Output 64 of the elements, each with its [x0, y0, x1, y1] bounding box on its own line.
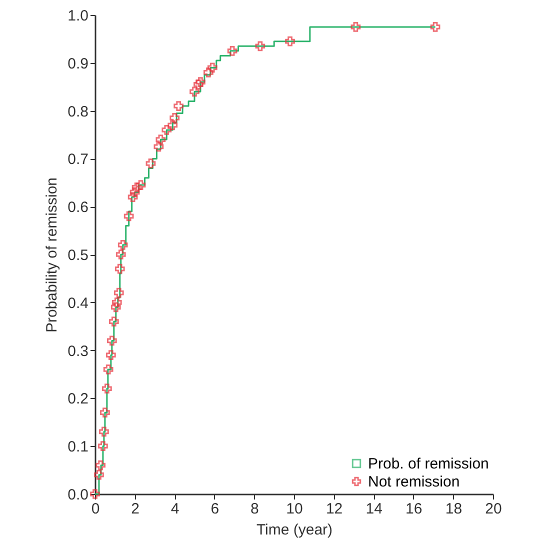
y-tick-label: 0.6	[68, 199, 88, 216]
point	[118, 240, 128, 250]
point	[196, 77, 206, 87]
point	[114, 264, 125, 274]
legend-label: Not remission	[368, 474, 460, 490]
x-tick-label: 18	[445, 500, 462, 518]
y-tick-label: 0.9	[68, 55, 88, 72]
point	[106, 336, 117, 346]
point	[227, 46, 238, 56]
point	[170, 113, 180, 123]
point	[106, 350, 116, 360]
point	[136, 180, 146, 190]
y-tick-label: 0.8	[68, 103, 88, 120]
x-tick-label: 2	[131, 500, 140, 518]
point	[108, 316, 119, 326]
x-tick-label: 0	[91, 500, 100, 518]
point	[168, 120, 178, 130]
point	[124, 211, 134, 222]
point	[146, 158, 156, 168]
point	[102, 384, 112, 394]
point	[99, 426, 109, 437]
x-tick-label: 20	[485, 500, 502, 518]
point	[350, 22, 361, 32]
point	[162, 125, 172, 135]
point	[103, 364, 114, 374]
point	[100, 408, 110, 418]
point	[112, 297, 122, 308]
point	[430, 22, 440, 32]
point	[132, 182, 142, 192]
x-tick-label: 6	[210, 500, 220, 518]
y-tick-label: 0.0	[68, 486, 88, 504]
point	[98, 441, 108, 452]
x-tick-label: 8	[250, 500, 259, 518]
legend-label: Prob. of remission	[368, 456, 489, 472]
point	[114, 288, 124, 298]
point	[190, 86, 200, 97]
y-tick-label: 0.4	[68, 294, 88, 312]
point	[154, 142, 164, 152]
point	[116, 250, 126, 260]
y-tick-label: 0.2	[68, 390, 88, 408]
point	[110, 302, 121, 312]
point	[285, 36, 295, 46]
x-axis-title: Time (year)	[256, 522, 333, 538]
point	[130, 187, 140, 198]
y-axis-title: Probability of remission	[44, 177, 61, 333]
y-tick-label: 1.0	[68, 8, 88, 24]
point	[128, 192, 138, 202]
point	[203, 68, 214, 78]
point	[194, 80, 204, 90]
y-tick-label: 0.1	[68, 438, 88, 456]
point	[255, 41, 266, 52]
point	[94, 470, 104, 480]
y-tick-label: 0.5	[68, 247, 88, 264]
x-tick-label: 4	[170, 500, 180, 518]
y-tick-label: 0.7	[68, 151, 88, 168]
point	[96, 460, 106, 470]
y-tick-label: 0.3	[68, 342, 88, 360]
x-tick-label: 12	[326, 500, 343, 518]
x-tick-label: 16	[406, 500, 422, 518]
x-tick-label: 10	[286, 500, 303, 518]
point	[207, 62, 218, 73]
point	[156, 134, 166, 144]
x-tick-label: 14	[366, 500, 382, 518]
point	[174, 101, 184, 111]
